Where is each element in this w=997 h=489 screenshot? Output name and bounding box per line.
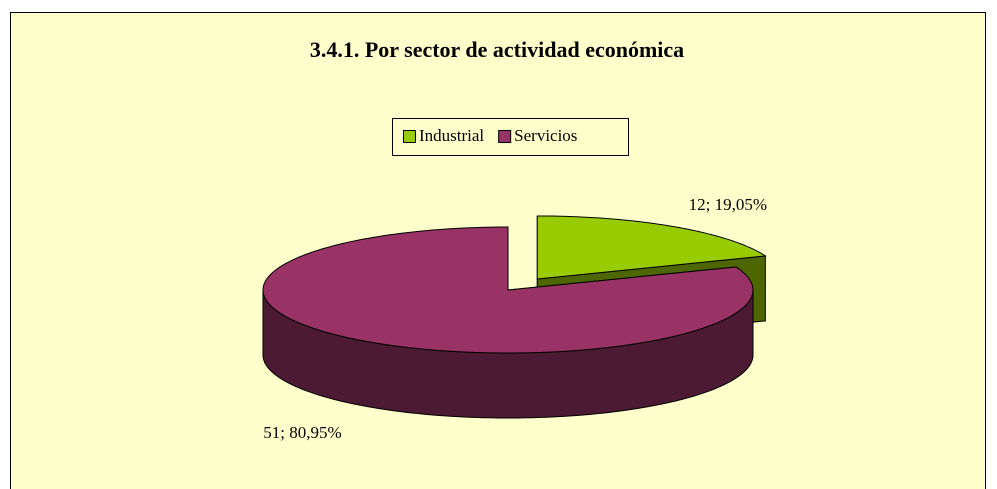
data-label: 51; 80,95% — [263, 423, 341, 442]
chart-border — [10, 12, 986, 489]
legend-label: Industrial — [419, 126, 484, 145]
legend-swatch — [498, 130, 512, 143]
slice — [536, 215, 767, 280]
legend-swatch — [403, 130, 416, 143]
legend-label: Servicios — [514, 126, 577, 145]
data-label: 12; 19,05% — [689, 195, 767, 214]
slice — [262, 226, 754, 354]
chart-title: 3.4.1. Por sector de actividad económica — [310, 37, 684, 62]
